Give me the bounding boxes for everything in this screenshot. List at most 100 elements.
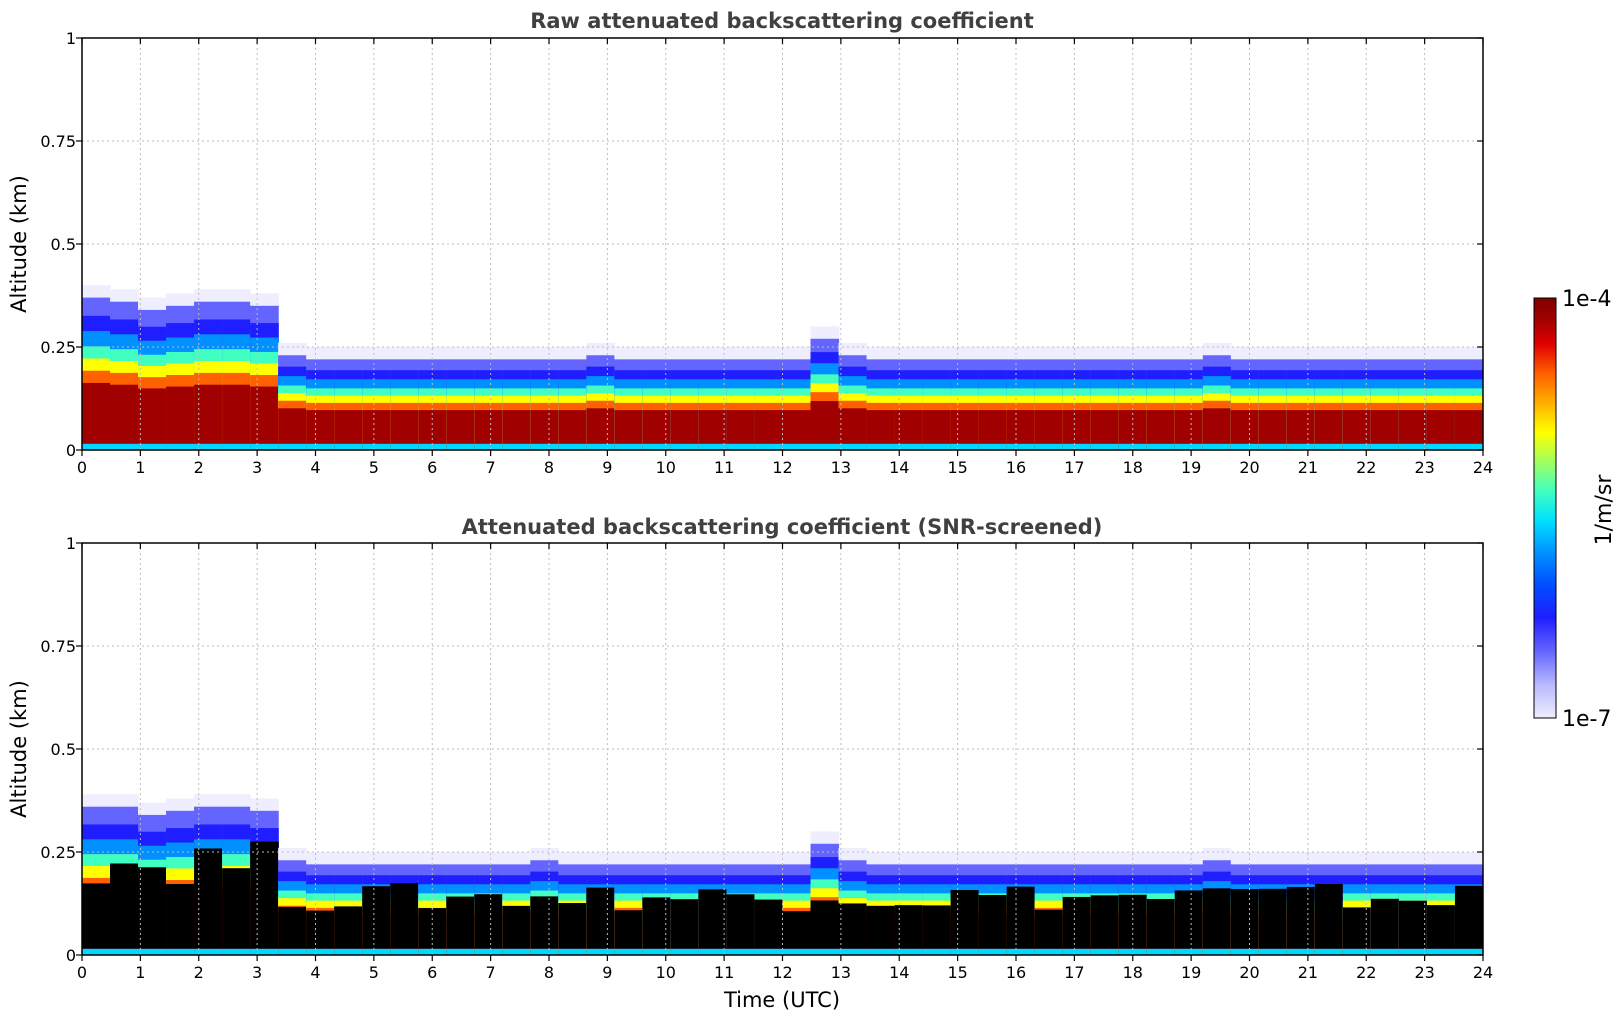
heatmap-cell xyxy=(1230,852,1260,865)
heatmap-cell xyxy=(278,408,307,450)
heatmap-cell xyxy=(1370,948,1400,955)
heatmap-cell xyxy=(1398,410,1428,450)
heatmap-cell-screened xyxy=(1230,889,1260,949)
heatmap-cell-screened xyxy=(782,911,812,949)
heatmap-cell-screened xyxy=(390,883,419,949)
heatmap-cell xyxy=(474,852,503,865)
heatmap-cell xyxy=(950,347,980,360)
heatmap-cell xyxy=(838,443,868,450)
heatmap-cell xyxy=(530,410,559,450)
heatmap-cell xyxy=(614,443,643,450)
y-tick-label: 0 xyxy=(66,441,76,460)
y-tick-label: 0.25 xyxy=(40,338,76,357)
x-tick-label: 10 xyxy=(656,963,676,982)
heatmap-cell-screened xyxy=(1258,888,1288,949)
heatmap-cell xyxy=(950,443,980,450)
x-tick-label: 0 xyxy=(77,458,87,477)
heatmap-cell xyxy=(810,948,840,955)
heatmap-cell xyxy=(502,347,531,360)
heatmap-cell xyxy=(334,410,363,450)
heatmap-cell-screened xyxy=(446,896,475,949)
heatmap-cell xyxy=(362,443,391,450)
heatmap-cell xyxy=(1174,410,1204,450)
heatmap-cell xyxy=(362,410,391,450)
y-tick-label: 0.75 xyxy=(40,637,76,656)
heatmap-cell xyxy=(922,443,952,450)
heatmap-cell xyxy=(754,347,784,360)
heatmap-cell xyxy=(1230,347,1260,360)
x-tick-label: 21 xyxy=(1298,963,1318,982)
heatmap-cell xyxy=(138,297,167,310)
x-tick-label: 17 xyxy=(1064,963,1084,982)
heatmap-cell xyxy=(1146,852,1176,865)
heatmap-cell xyxy=(1314,852,1344,865)
x-tick-label: 22 xyxy=(1356,458,1376,477)
heatmap-cell xyxy=(1062,852,1092,865)
heatmap-cell xyxy=(1286,410,1316,450)
heatmap-cell xyxy=(362,948,391,955)
heatmap-cell xyxy=(670,443,700,450)
x-tick-label: 7 xyxy=(486,458,496,477)
heatmap-cell xyxy=(1426,852,1456,865)
heatmap-cell xyxy=(138,388,167,450)
heatmap-cell xyxy=(474,443,503,450)
heatmap-cell xyxy=(586,408,615,450)
y-tick-label: 0.25 xyxy=(40,843,76,862)
heatmap-cell xyxy=(1258,852,1288,865)
heatmap-cell xyxy=(838,408,868,450)
heatmap-cell xyxy=(250,798,279,811)
heatmap-cell xyxy=(866,948,896,955)
heatmap-cell xyxy=(978,410,1008,450)
heatmap-cell xyxy=(1314,347,1344,360)
heatmap-cell xyxy=(950,410,980,450)
x-tick-label: 23 xyxy=(1414,963,1434,982)
heatmap-cell xyxy=(1258,347,1288,360)
heatmap-cell xyxy=(530,347,559,360)
heatmap-cell xyxy=(950,948,980,955)
colorbar-max-label: 1e-4 xyxy=(1562,287,1611,312)
heatmap-cell xyxy=(614,347,643,360)
heatmap-cell xyxy=(250,386,279,450)
heatmap-cell xyxy=(250,293,279,306)
heatmap-cell xyxy=(1342,852,1372,865)
heatmap-cell xyxy=(222,948,251,955)
heatmap-cell-screened xyxy=(894,905,924,949)
x-tick-label: 12 xyxy=(772,458,792,477)
x-tick-label: 4 xyxy=(310,963,320,982)
heatmap-cell xyxy=(502,852,531,865)
heatmap-cell xyxy=(1202,408,1232,450)
x-tick-label: 10 xyxy=(656,458,676,477)
screened-y-axis: 0 0.25 0.5 0.75 1 xyxy=(40,534,1483,965)
heatmap-cell-screened xyxy=(166,883,195,949)
heatmap-cell xyxy=(82,382,111,450)
heatmap-cell xyxy=(1062,443,1092,450)
heatmap-cell-screened xyxy=(922,905,952,949)
heatmap-cell xyxy=(474,347,503,360)
heatmap-cell xyxy=(782,410,812,450)
heatmap-cell xyxy=(1006,347,1036,360)
heatmap-cell xyxy=(1034,852,1064,865)
heatmap-cell xyxy=(390,852,419,865)
x-tick-label: 7 xyxy=(486,963,496,982)
heatmap-cell xyxy=(1258,410,1288,450)
heatmap-cell xyxy=(558,347,587,360)
y-tick-label: 1 xyxy=(66,534,76,553)
x-tick-label: 17 xyxy=(1064,458,1084,477)
heatmap-cell xyxy=(810,443,840,450)
x-tick-label: 19 xyxy=(1181,963,1201,982)
heatmap-cell xyxy=(446,347,475,360)
heatmap-cell xyxy=(838,342,868,356)
heatmap-cell xyxy=(334,347,363,360)
heatmap-cell-screened xyxy=(1202,888,1232,949)
x-tick-label: 6 xyxy=(427,458,437,477)
heatmap-cell xyxy=(866,347,896,360)
heatmap-cell xyxy=(782,948,812,955)
heatmap-cell-screened xyxy=(754,899,784,949)
x-tick-label: 9 xyxy=(602,458,612,477)
heatmap-cell xyxy=(642,347,672,360)
x-tick-label: 20 xyxy=(1239,963,1259,982)
heatmap-cell xyxy=(1426,410,1456,450)
x-tick-label: 24 xyxy=(1473,963,1493,982)
heatmap-cell xyxy=(726,948,756,955)
heatmap-cell-screened xyxy=(82,883,111,949)
